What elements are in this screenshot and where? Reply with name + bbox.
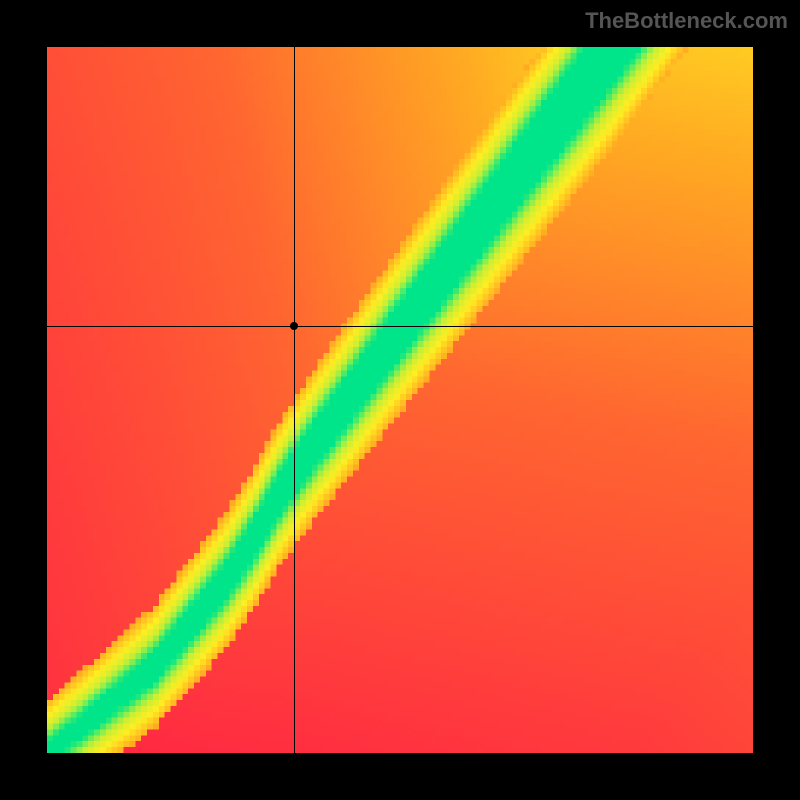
heatmap-canvas xyxy=(47,47,753,753)
watermark: TheBottleneck.com xyxy=(585,8,788,34)
crosshair-horizontal xyxy=(47,326,753,327)
crosshair-vertical xyxy=(294,47,295,753)
bottleneck-heatmap xyxy=(47,47,753,753)
marker-point xyxy=(290,322,298,330)
